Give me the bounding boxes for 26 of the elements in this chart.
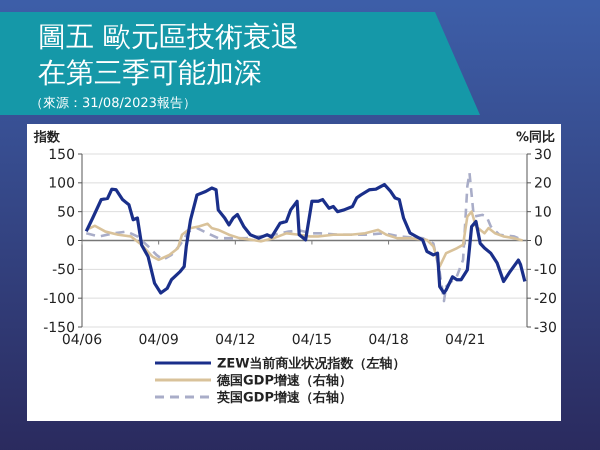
y-tick-label: 150 — [48, 146, 75, 163]
x-tick-label: 04/15 — [292, 332, 332, 348]
y-tick-label: 100 — [48, 176, 75, 192]
y-tick-label: -50 — [52, 262, 75, 278]
y2-tick-label: -20 — [534, 291, 557, 308]
y-tick-label: -100 — [43, 291, 75, 308]
y-tick-label: 50 — [57, 204, 75, 221]
x-tick-label: 04/12 — [215, 332, 256, 348]
x-tick-label: 04/21 — [445, 332, 486, 348]
chart-title: 圖五 歐元區技術衰退在第三季可能加深 — [38, 20, 299, 89]
y2-tick-label: -10 — [534, 262, 557, 278]
legend-label: 英国GDP增速（右轴） — [216, 390, 352, 406]
y2-tick-label: -30 — [534, 320, 557, 336]
y-tick-label: 0 — [66, 233, 75, 250]
legend-label: 德国GDP增速（右轴） — [216, 374, 352, 389]
x-tick-label: 04/06 — [62, 332, 102, 348]
legend-label: ZEW当前商业状况指数（左轴） — [217, 356, 406, 372]
chart-subtitle: （來源：31/08/2023報告） — [30, 96, 196, 111]
y-axis-title: 指数 — [33, 130, 61, 145]
y2-tick-label: 0 — [534, 233, 543, 250]
y2-tick-label: 20 — [534, 176, 552, 192]
x-tick-label: 04/18 — [368, 332, 409, 348]
y2-tick-label: 10 — [534, 204, 552, 221]
x-tick-label: 04/09 — [138, 332, 179, 348]
y2-axis-title: %同比 — [516, 130, 555, 145]
y2-tick-label: 30 — [534, 146, 552, 163]
